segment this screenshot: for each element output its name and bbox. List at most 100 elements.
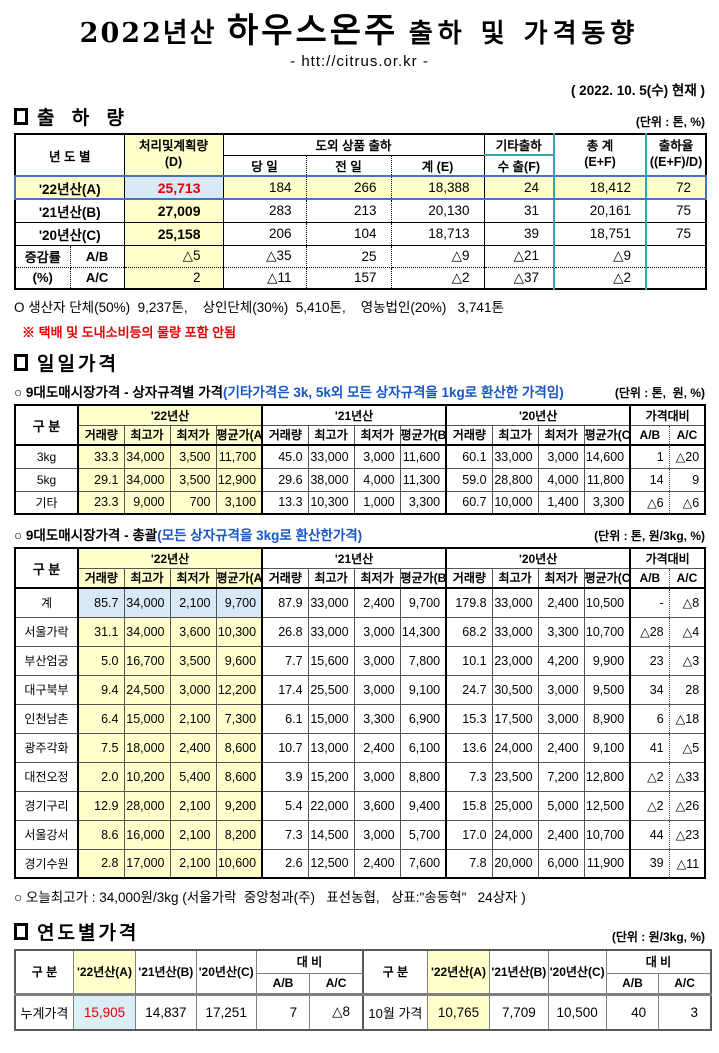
col-header-plan: 처리및계획량 (D) [123,133,224,177]
square-bullet-icon [14,923,28,940]
table-cell: 12.9 [77,790,125,821]
table-cell: 13.3 [261,490,309,515]
col-header-low: 최저가 [537,567,585,589]
table-cell: 17,251 [195,993,257,1031]
table-row: '21년산(B) 27,009 283 213 20,130 31 20,161 75 [14,198,707,223]
table-cell: 9,500 [583,674,631,705]
table-cell: △23 [668,819,706,850]
col-header-group: 구 분 [14,404,79,446]
table-cell: 18,412 [553,175,648,200]
col-group-2022: '22년산 [76,547,263,569]
col-header-high: 최고가 [491,567,539,589]
row-label: '20년산(C) [14,221,125,246]
table-cell: 9,600 [215,645,263,676]
as-of-date: ( 2022. 10. 5(수) 현재 ) [570,83,705,98]
table-cell: 23,500 [491,761,539,792]
table-cell: 9,100 [399,674,447,705]
table-cell: 3,000 [353,616,401,647]
table-cell: 9,100 [583,732,631,763]
table-cell: 14,600 [583,444,631,469]
col-header-plan-line2: (D) [164,155,183,169]
table-row: 서울가락 31.1 34,000 3,600 10,300 26.8 33,000 3,000… [14,616,706,647]
col-header-ac: A/C [668,424,706,446]
table-cell: 2,400 [537,732,585,763]
table-row: 광주각화 7.5 18,000 2,400 8,600 10.7 13,000 2,400 6,… [14,732,706,763]
row-label: '22년산(A) [13,175,125,200]
table-cell: 6.4 [77,703,125,734]
table-cell: 700 [169,490,217,515]
table-cell: 3,000 [353,645,401,676]
table-cell: △6 [629,490,670,515]
table-cell: 25,158 [123,221,224,246]
table-cell: 4,000 [353,467,401,492]
row-label: 부산엄궁 [14,645,79,676]
exclusion-warning: ※ 택배 및 도내소비등의 물량 포함 안됨 [22,325,237,340]
table-cell: 8.6 [77,819,125,850]
table-cell: 16,000 [123,819,171,850]
table-cell: 9,700 [215,587,263,618]
row-label: 5kg [14,467,79,492]
table-cell: 87.9 [261,587,309,618]
table-cell: △18 [668,703,706,734]
table-cell: 33,000 [491,587,539,618]
total-price-subtitle-paren: (모든 상자규격을 3kg로 환산한가격) [157,528,363,543]
table-cell: 7,600 [399,848,447,879]
table-cell: 28,800 [491,467,539,492]
row-label: (%) [14,266,71,290]
row-label: 기타 [14,490,79,515]
table-cell: 34,000 [123,467,171,492]
site-url: - htt://citrus.or.kr - [290,53,429,70]
table-cell: 9,400 [399,790,447,821]
table-cell: 1,000 [353,490,401,515]
yearly-price-table: 구 분 '22년산(A) '21년산(B) '20년산(C) 대 비 구 분 '… [14,949,712,1031]
table-row: 경기구리 12.9 28,000 2,100 9,200 5.4 22,000 3,600 9,… [14,790,706,821]
table-cell: 10,765 [426,993,491,1031]
col-header-year: 년 도 별 [14,133,125,177]
table-cell: △4 [668,616,706,647]
table-cell: 7,709 [489,993,549,1031]
table-cell: 3,600 [353,790,401,821]
box-price-subtitle-row: ○ 9대도매시장가격 - 상자규격별 가격(기타가격은 3k, 5k외 모든 상… [14,381,705,401]
table-cell: 11,600 [399,444,447,469]
row-label: 10월 가격 [361,993,428,1031]
table-cell: 41 [629,732,670,763]
table-cell: 9,000 [123,490,171,515]
col-header-high: 최고가 [307,424,355,446]
col-header-ab: A/B [629,424,670,446]
row-label: 경기구리 [14,790,79,821]
table-cell: 25,000 [491,790,539,821]
table-cell: 13.6 [445,732,493,763]
table-cell: 20,130 [390,198,485,223]
table-cell: 6 [629,703,670,734]
table-row: 서울강서 8.6 16,000 2,100 8,200 7.3 14,500 3,000 5,7… [14,819,706,850]
col-header-high: 최고가 [307,567,355,589]
table-cell: 18,000 [123,732,171,763]
table-cell: 9,700 [399,587,447,618]
table-cell: 7,200 [537,761,585,792]
table-cell: 184 [222,175,307,200]
col-header-avg-b: 평균가(B) [399,424,447,446]
col-header-high: 최고가 [491,424,539,446]
table-cell: △6 [668,490,706,515]
col-group-2021: '21년산 [261,547,447,569]
today-high-note: ○ 오늘최고가 : 34,000원/3kg (서울가락 중앙청과(주) 표선농협… [14,890,526,905]
table-cell: 2,100 [169,703,217,734]
col-header-low: 최저가 [353,567,401,589]
table-cell: 179.8 [445,587,493,618]
table-cell: 11,800 [583,467,631,492]
table-cell: 24,000 [491,732,539,763]
table-cell: 72 [645,175,708,200]
col-group-2020: '20년산 [445,404,631,426]
table-cell: 3,000 [353,761,401,792]
section-title-yearly: 연도별가격 [14,918,139,945]
col-header-avg-a: 평균가(A) [215,424,263,446]
title-product: 하우스온주 [226,12,399,50]
unit-label-yearly: (단위 : 원/3kg, %) [611,930,705,944]
table-cell: 60.7 [445,490,493,515]
table-cell: 23 [629,645,670,676]
table-row: 증감률 A/B △5 △35 25 △9 △21 △9 [14,244,707,268]
col-header-rate-line1: 출하율 [658,139,694,154]
table-cell: 6,000 [537,848,585,879]
table-cell: 15,600 [307,645,355,676]
table-cell: 10,500 [583,587,631,618]
